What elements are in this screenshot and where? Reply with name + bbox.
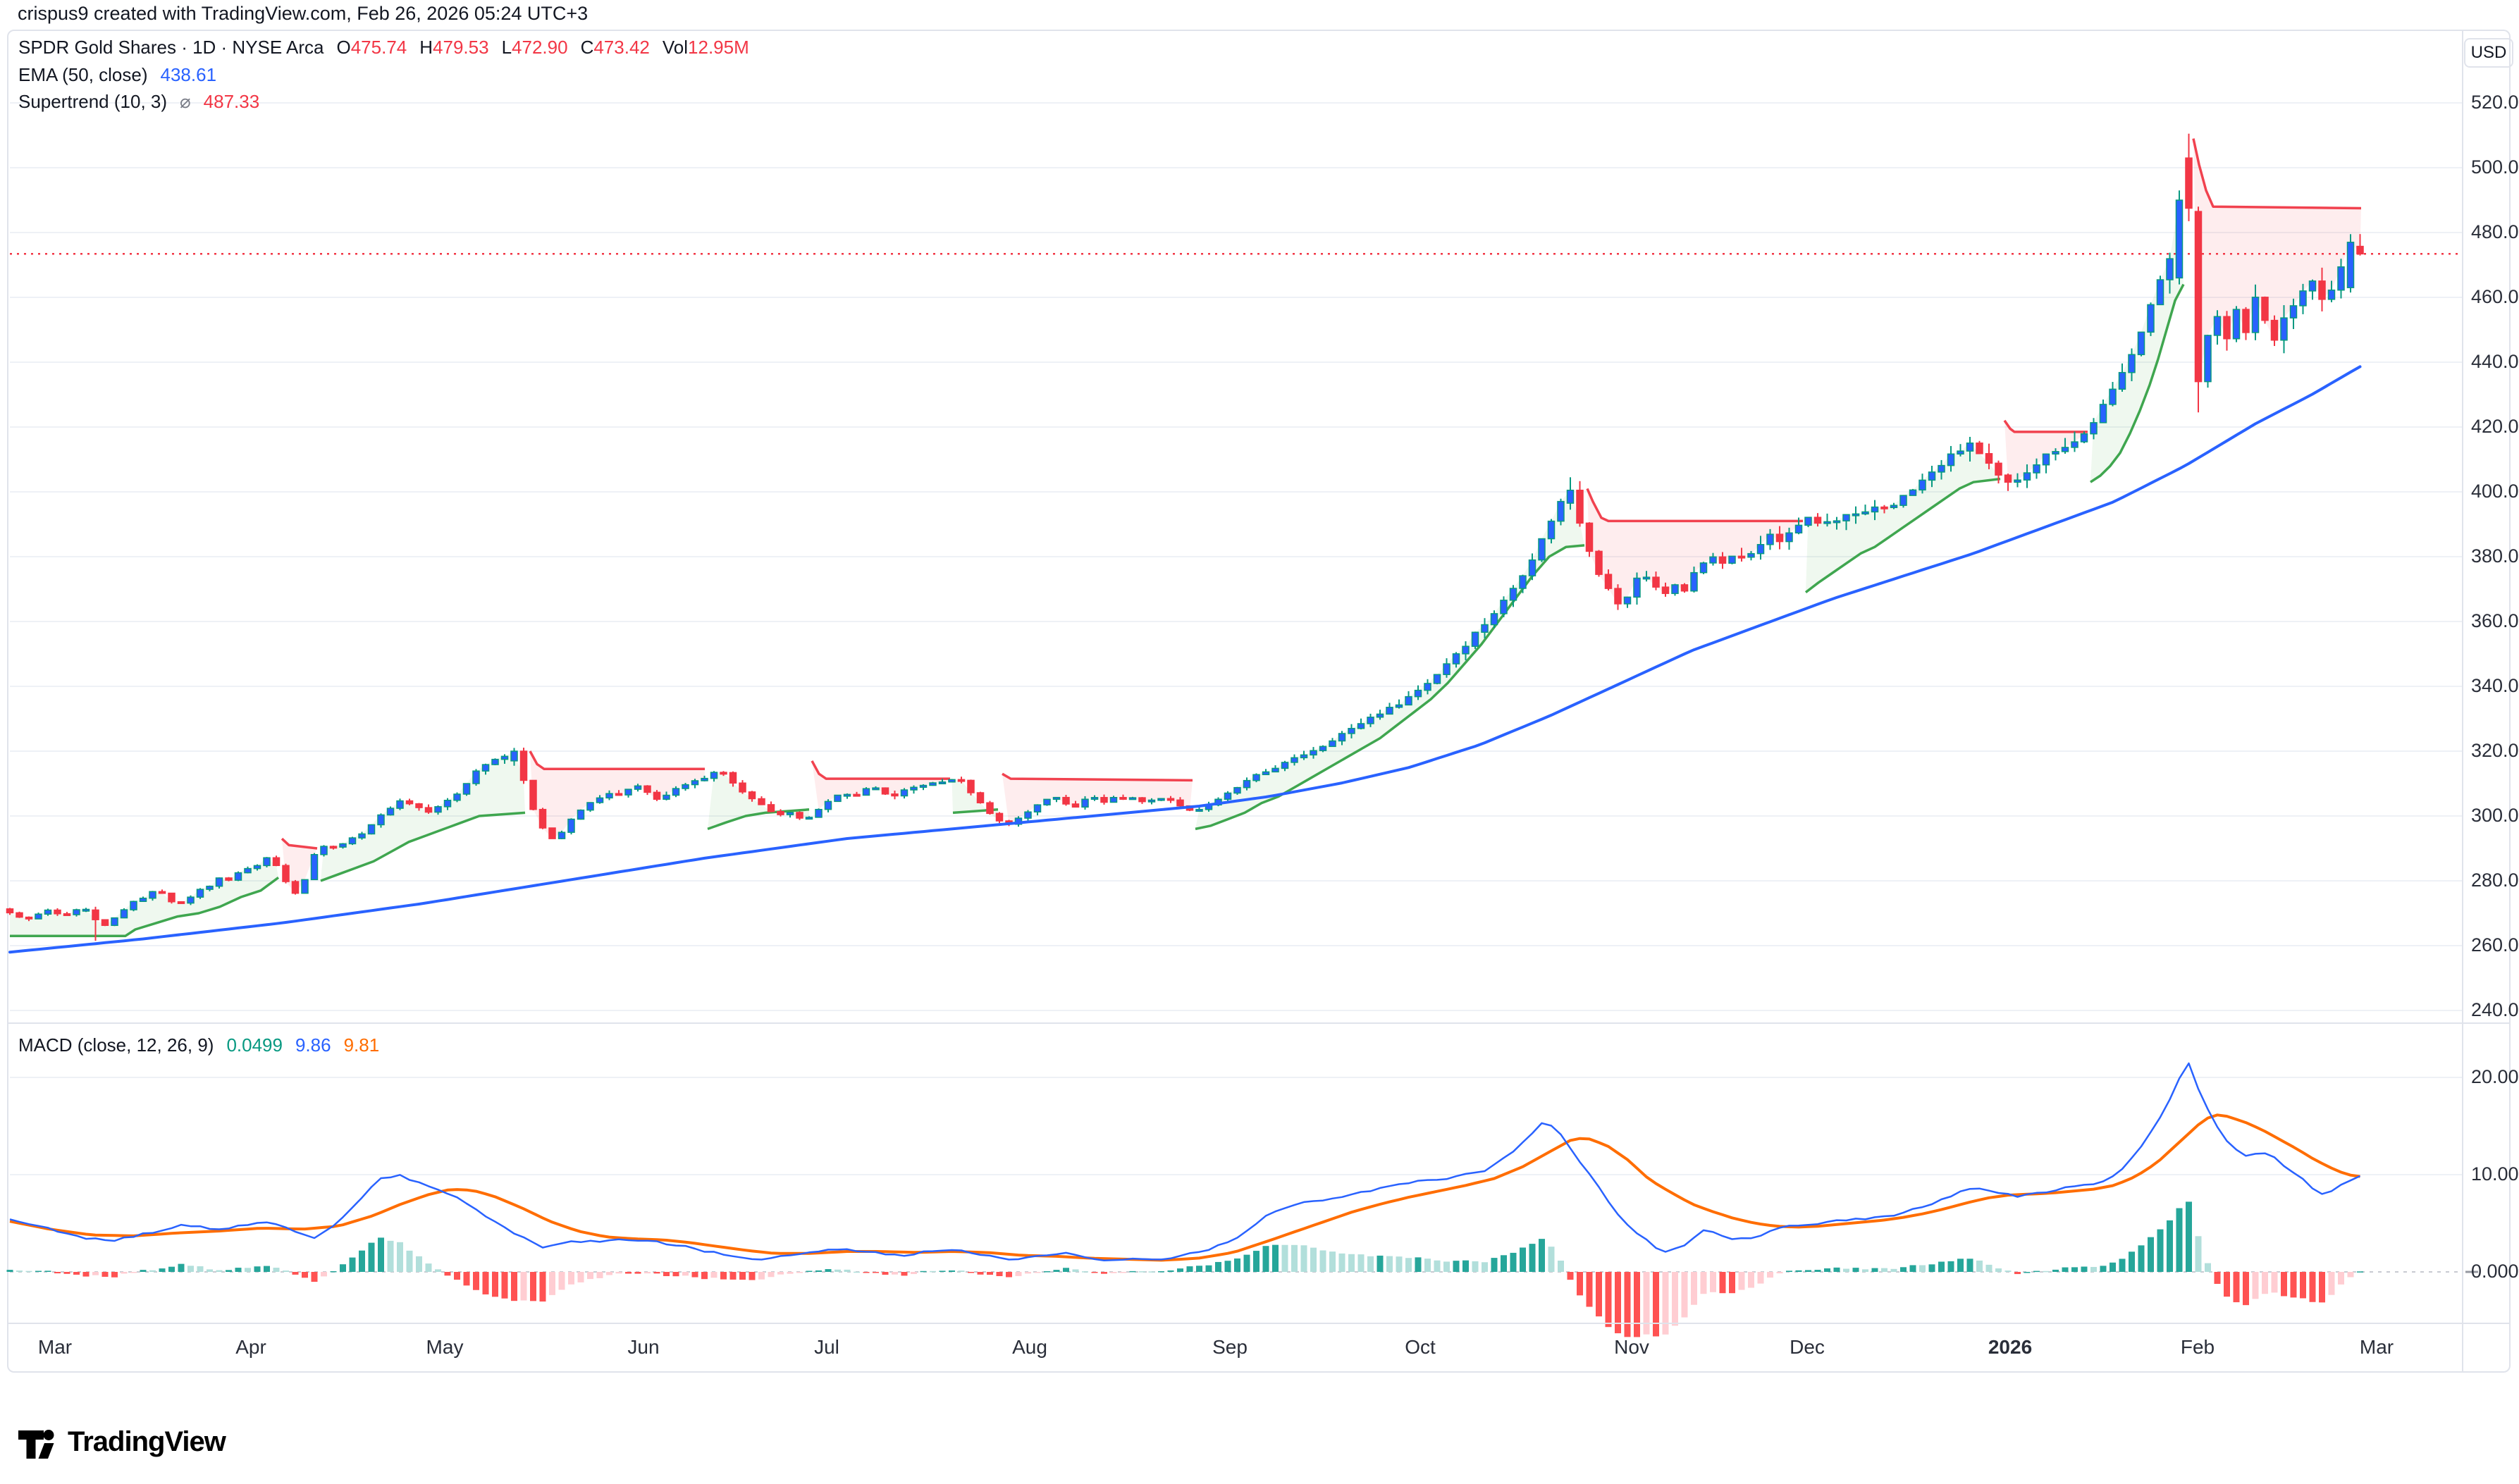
- attribution-text: crispus9 created with TradingView.com, F…: [18, 3, 589, 24]
- time-axis-label: Jun: [627, 1336, 660, 1358]
- macd-label: MACD (close, 12, 26, 9): [18, 1034, 214, 1056]
- time-axis-label: Nov: [1614, 1336, 1649, 1358]
- time-axis-label: Aug: [1012, 1336, 1047, 1358]
- price-axis-label: 440.00: [2471, 351, 2519, 372]
- macd-signal-value: 9.81: [343, 1034, 380, 1056]
- time-axis-label: Jul: [814, 1336, 839, 1358]
- macd-legend-row[interactable]: MACD (close, 12, 26, 9) 0.0499 9.86 9.81: [18, 1034, 379, 1056]
- price-axis-label: 500.00: [2471, 156, 2519, 178]
- price-axis-label: 520.00: [2471, 92, 2519, 113]
- supertrend-legend-row[interactable]: Supertrend (10, 3) ⌀ 487.33: [18, 91, 259, 113]
- ema-label: EMA (50, close): [18, 64, 148, 85]
- price-axis-label: 260.00: [2471, 934, 2519, 956]
- brand-wordmark: TradingView: [68, 1426, 226, 1457]
- time-axis-label: Apr: [235, 1336, 266, 1358]
- price-axis-label: 340.00: [2471, 675, 2519, 696]
- tradingview-brand[interactable]: TradingView: [17, 1422, 226, 1461]
- low-label: L: [501, 37, 512, 58]
- currency-button[interactable]: USD: [2464, 38, 2513, 68]
- macd-hist-value: 0.0499: [226, 1034, 283, 1056]
- price-axis-label: 320.00: [2471, 740, 2519, 761]
- time-axis-label: May: [426, 1336, 464, 1358]
- symbol-legend-row[interactable]: SPDR Gold Shares · 1D · NYSE Arca O 475.…: [18, 37, 749, 58]
- time-axis-label: Mar: [2359, 1336, 2394, 1358]
- time-axis-label: Oct: [1405, 1336, 1436, 1358]
- macd-axis-label: 10.00: [2471, 1163, 2519, 1185]
- high-value: 479.53: [433, 37, 489, 58]
- diameter-icon: ⌀: [180, 91, 191, 112]
- price-axis-label: 240.00: [2471, 999, 2519, 1020]
- high-label: H: [419, 37, 433, 58]
- supertrend-label: Supertrend (10, 3): [18, 91, 168, 112]
- open-value: 475.74: [350, 37, 407, 58]
- time-axis-label: Feb: [2180, 1336, 2215, 1358]
- supertrend-value: 487.33: [203, 91, 260, 112]
- macd-axis-label: 0.0000: [2471, 1261, 2519, 1282]
- volume-label: Vol: [662, 37, 689, 58]
- time-axis-label: Mar: [37, 1336, 73, 1358]
- close-value: 473.42: [593, 37, 650, 58]
- close-label: C: [580, 37, 594, 58]
- price-axis-label: 460.00: [2471, 286, 2519, 307]
- time-axis-label: Dec: [1790, 1336, 1825, 1358]
- open-label: O: [336, 37, 351, 58]
- macd-axis-label: 20.00: [2471, 1066, 2519, 1087]
- low-value: 472.90: [512, 37, 568, 58]
- price-axis-label: 400.00: [2471, 481, 2519, 502]
- time-axis-label: Sep: [1212, 1336, 1248, 1358]
- chart-frame: [7, 30, 2511, 1373]
- volume-value: 12.95M: [688, 37, 749, 58]
- time-axis-label: 2026: [1988, 1336, 2033, 1358]
- macd-line-value: 9.86: [295, 1034, 331, 1056]
- symbol-title: SPDR Gold Shares · 1D · NYSE Arca: [18, 37, 324, 58]
- ema-legend-row[interactable]: EMA (50, close) 438.61: [18, 64, 216, 86]
- tradingview-logo-icon: [18, 1430, 54, 1459]
- ema-value: 438.61: [160, 64, 217, 85]
- price-axis-label: 300.00: [2471, 805, 2519, 826]
- price-axis-label: 420.00: [2471, 416, 2519, 437]
- price-axis-label: 280.00: [2471, 870, 2519, 891]
- price-axis-label: 480.00: [2471, 221, 2519, 242]
- price-axis-label: 380.00: [2471, 545, 2519, 567]
- price-axis-label: 360.00: [2471, 610, 2519, 631]
